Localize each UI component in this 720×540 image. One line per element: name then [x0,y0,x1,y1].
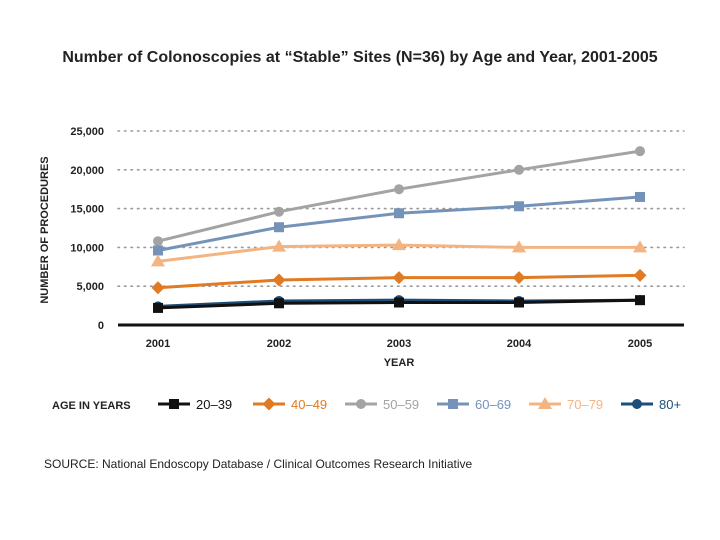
data-point [274,298,284,309]
legend-marker [169,399,179,409]
x-tick-label: 2004 [507,338,532,350]
data-point [151,254,165,267]
y-axis-ticks: 0 5,000 10,000 15,000 20,000 25,000 [70,126,104,332]
legend-marker [538,397,552,409]
legend-item: 20–39 [158,397,232,412]
legend-label: 20–39 [196,397,232,412]
legend-label: 70–79 [567,397,603,412]
y-tick-label: 15,000 [70,204,104,216]
data-point [272,273,286,287]
legend-label: 60–69 [475,397,511,412]
legend-label: 40–49 [291,397,327,412]
legend-marker [262,397,276,411]
legend-item: 40–49 [253,397,327,412]
legend-marker [356,399,366,409]
data-point [514,201,524,212]
data-point [274,206,284,217]
legend-label: 50–59 [383,397,419,412]
legend: AGE IN YEARS 20–39 40–49 50–59 60–69 70–79 80… [52,397,681,412]
data-point [635,191,645,202]
data-point [514,297,524,308]
series-50–59 [153,146,645,247]
legend-label: 80+ [659,397,681,412]
series-70–79 [151,238,647,267]
legend-marker [448,399,458,409]
data-point [635,146,645,157]
data-point [153,302,163,313]
data-point [153,236,163,247]
data-point [151,281,165,295]
data-point [272,239,286,252]
series-60–69 [153,191,645,256]
legend-title: AGE IN YEARS [52,400,131,412]
y-tick-label: 10,000 [70,242,104,254]
legend-item: 80+ [621,397,681,412]
data-point [633,240,647,253]
data-point [512,271,526,285]
x-axis-ticks: 2001 2002 2003 2004 2005 [146,338,652,350]
series-40–49 [151,268,647,295]
series-20–39 [153,295,645,313]
x-tick-label: 2001 [146,338,170,350]
x-tick-label: 2002 [267,338,291,350]
y-axis-title: NUMBER OF PROCEDURES [39,156,51,303]
x-axis-title: YEAR [384,357,415,369]
data-point [274,222,284,233]
data-point [394,297,404,308]
chart-title: Number of Colonoscopies at “Stable” Site… [62,49,658,66]
data-point [635,295,645,306]
series-group [151,146,647,313]
y-tick-label: 20,000 [70,165,104,177]
data-point [633,268,647,282]
y-tick-label: 5,000 [76,281,104,293]
x-tick-label: 2005 [628,338,652,350]
series-line [157,149,641,243]
x-tick-label: 2003 [387,338,411,350]
data-point [394,208,404,219]
legend-item: 50–59 [345,397,419,412]
data-point [394,184,404,195]
data-point [392,271,406,285]
legend-item: 70–79 [529,397,603,412]
source-note: SOURCE: National Endoscopy Database / Cl… [44,457,473,471]
data-point [392,238,406,251]
legend-marker [632,399,642,409]
data-point [514,164,524,175]
data-point [153,245,163,256]
data-point [512,240,526,253]
y-tick-label: 0 [98,320,104,332]
y-tick-label: 25,000 [70,126,104,138]
legend-item: 60–69 [437,397,511,412]
